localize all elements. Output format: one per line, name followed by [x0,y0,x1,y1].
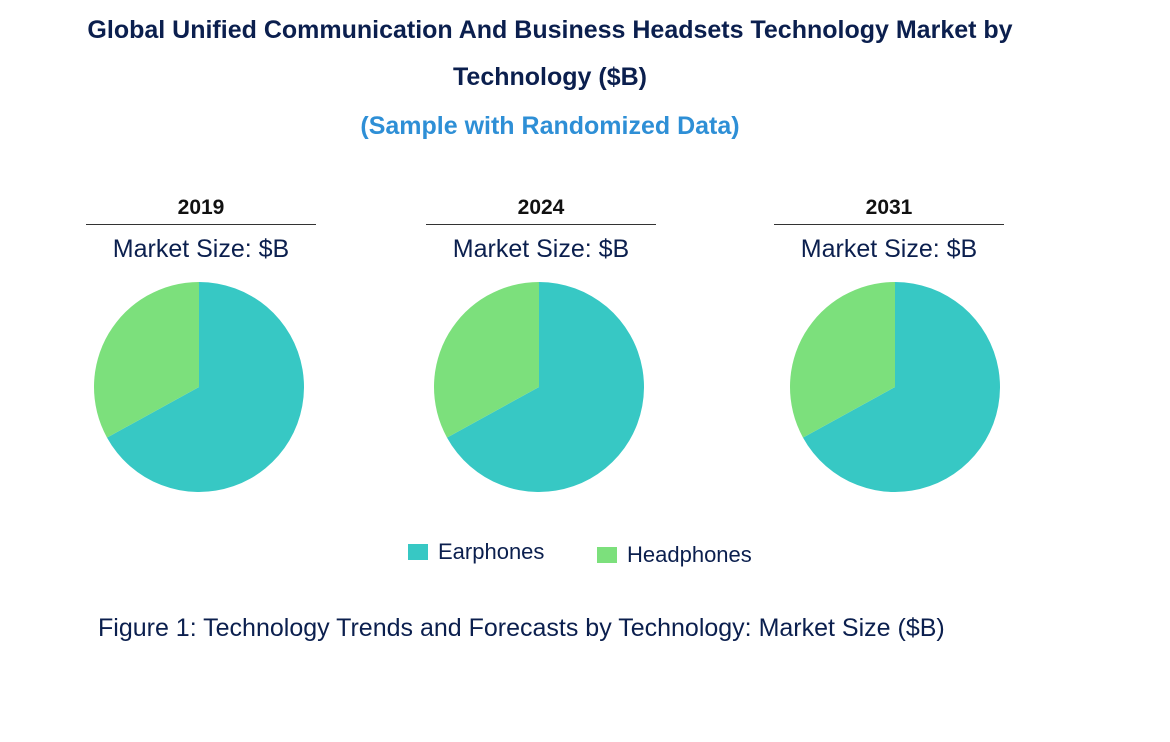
market-size-label: Market Size: $B [112,235,290,263]
pie-year-label: 2024 [426,196,656,225]
pie-panel-2024: 2024 Market Size: $B [426,196,656,264]
chart-subtitle: (Sample with Randomized Data) [360,112,740,140]
pie-slice-headphones [93,282,199,438]
market-size-label: Market Size: $B [452,235,630,263]
legend-item-earphones: Earphones [408,539,544,565]
chart-title-line-2: Technology ($B) [453,63,647,91]
figure-caption: Figure 1: Technology Trends and Forecast… [98,614,945,642]
legend-item-headphones: Headphones [597,542,752,568]
legend-swatch [408,544,428,560]
pie-slice-earphones [802,282,1000,492]
pie-panel-2019: 2019 Market Size: $B [86,196,316,264]
pie-chart-2024 [434,282,644,492]
chart-title-line-1: Global Unified Communication And Busines… [87,16,1013,44]
pie-panel-2031: 2031 Market Size: $B [774,196,1004,264]
legend-label: Earphones [438,539,545,564]
pie-chart-2031 [790,282,1000,492]
pie-slice-headphones [790,282,895,438]
pie-slice-headphones [434,282,539,438]
pie-slice-earphones [446,282,644,492]
market-size-label: Market Size: $B [800,235,978,263]
pie-year-label: 2031 [774,196,1004,225]
legend-swatch [597,547,617,563]
pie-slice-earphones [106,282,305,492]
pie-year-label: 2019 [86,196,316,225]
pie-chart-2019 [93,282,305,492]
legend-label: Headphones [627,542,752,567]
